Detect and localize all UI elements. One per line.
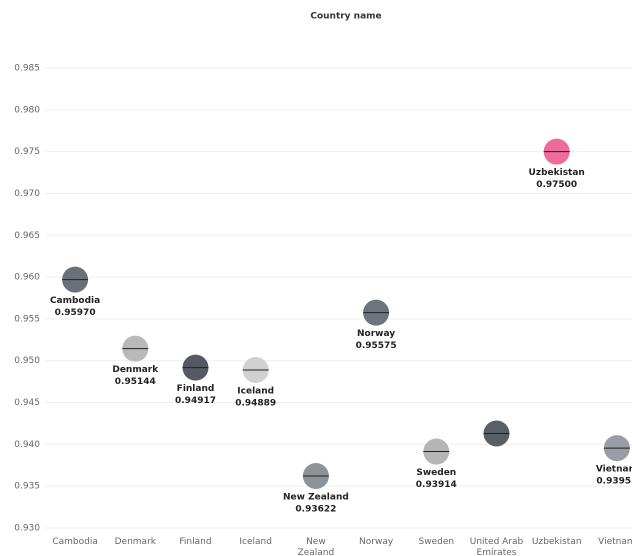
- x-tick-label: Norway: [359, 537, 394, 547]
- y-tick-label: 0.930: [14, 524, 40, 534]
- data-label-name: Norway: [357, 329, 395, 339]
- x-tick-label: Vietnam: [598, 537, 632, 547]
- y-tick-label: 0.960: [14, 273, 40, 283]
- x-tick-label: New Zealand: [297, 537, 335, 556]
- y-tick-label: 0.980: [14, 105, 40, 115]
- data-label-name: New Zealand: [283, 492, 349, 502]
- data-label-value: 0.94889: [235, 399, 276, 409]
- data-label-value: 0.93622: [295, 504, 336, 514]
- data-label-value: 0.94917: [175, 396, 216, 406]
- data-label-value: 0.93955: [596, 477, 632, 487]
- y-tick-label: 0.935: [14, 482, 40, 492]
- data-label-value: 0.93914: [416, 480, 457, 490]
- y-tick-label: 0.945: [14, 398, 40, 408]
- x-tick-label: Sweden: [418, 537, 455, 547]
- y-tick-label: 0.965: [14, 231, 40, 241]
- chart-title: Country name: [310, 12, 381, 22]
- data-label-name: Denmark: [112, 365, 159, 375]
- data-label-name: Vietnam: [596, 465, 632, 475]
- data-label-name: Sweden: [416, 468, 456, 478]
- x-tick-label: Denmark: [114, 537, 156, 547]
- y-tick-label: 0.985: [14, 64, 40, 74]
- y-tick-label: 0.975: [14, 147, 40, 157]
- y-tick-label: 0.955: [14, 314, 40, 324]
- y-tick-label: 0.940: [14, 440, 40, 450]
- data-label-name: Iceland: [237, 387, 274, 397]
- data-label-value: 0.95970: [55, 308, 96, 318]
- data-label-value: 0.95575: [356, 341, 397, 351]
- x-tick-label: Finland: [179, 537, 212, 547]
- x-tick-label: Iceland: [239, 537, 272, 547]
- x-tick-label: Cambodia: [52, 537, 98, 547]
- data-label-name: Uzbekistan: [529, 168, 585, 178]
- y-tick-label: 0.970: [14, 189, 40, 199]
- data-label-name: Finland: [177, 384, 215, 394]
- x-tick-label: Uzbekistan: [531, 537, 582, 547]
- data-label-name: Cambodia: [50, 296, 100, 306]
- data-label-value: 0.97500: [536, 180, 577, 190]
- x-tick-label: United Arab Emirates: [469, 537, 524, 556]
- data-label-value: 0.95144: [115, 377, 156, 387]
- y-tick-label: 0.950: [14, 356, 40, 366]
